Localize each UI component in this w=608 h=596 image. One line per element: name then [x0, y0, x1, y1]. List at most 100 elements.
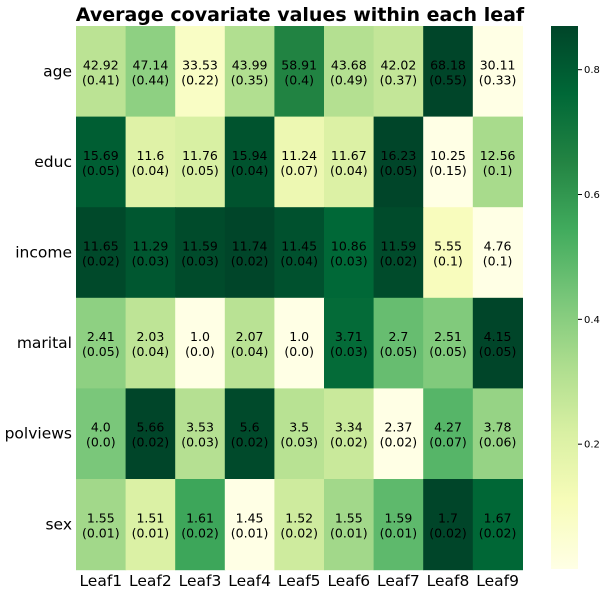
heatmap-cell [373, 297, 424, 389]
cell-value-label: 1.51 [136, 510, 164, 525]
column-label: Leaf4 [228, 572, 271, 590]
cell-value-label: 11.76 [182, 148, 218, 163]
cell-stderr-label: (0.03) [330, 254, 368, 269]
heatmap-cell [224, 297, 275, 389]
row-label: income [15, 244, 72, 262]
cell-value-label: 10.86 [331, 239, 367, 254]
heatmap-cell [175, 479, 226, 571]
cell-value-label: 11.24 [281, 148, 317, 163]
heatmap-cell [224, 116, 275, 208]
row-labels: age educ income marital polviews sex [5, 62, 72, 533]
heatmap-cell [423, 26, 474, 118]
heatmap-cell [274, 388, 325, 480]
cell-stderr-label: (0.05) [380, 163, 418, 178]
heatmap-cell [324, 207, 375, 299]
colorbar-ticks: 0.2 0.4 0.6 0.8 [578, 65, 600, 451]
cell-value-label: 12.56 [480, 148, 516, 163]
heatmap-cell [175, 116, 226, 208]
cell-stderr-label: (0.15) [429, 163, 467, 178]
heatmap-cell [373, 388, 424, 480]
heatmap-cell [472, 26, 523, 118]
cell-value-label: 15.69 [83, 148, 119, 163]
cell-stderr-label: (0.05) [82, 344, 120, 359]
heatmap-cell [472, 207, 523, 299]
heatmap-cell [76, 388, 127, 480]
cell-stderr-label: (0.1) [433, 254, 463, 269]
heatmap-cell [76, 26, 127, 118]
row-label: age [43, 62, 72, 80]
colorbar: 0.2 0.4 0.6 0.8 [551, 26, 600, 569]
cell-stderr-label: (0.1) [483, 254, 513, 269]
cell-stderr-label: (0.04) [330, 163, 368, 178]
column-label: Leaf6 [327, 572, 370, 590]
column-labels: Leaf1 Leaf2 Leaf3 Leaf4 Leaf5 Leaf6 Leaf7 Leaf8… [79, 572, 519, 590]
heatmap-cell [76, 479, 127, 571]
cell-stderr-label: (0.02) [82, 254, 120, 269]
heatmap-cell [423, 388, 474, 480]
cell-value-label: 3.78 [484, 420, 512, 435]
heatmap-cell [125, 479, 176, 571]
cell-stderr-label: (0.04) [231, 163, 269, 178]
cell-stderr-label: (0.1) [483, 163, 513, 178]
cell-stderr-label: (0.01) [132, 525, 170, 540]
heatmap-cell [472, 388, 523, 480]
heatmap-cell [324, 479, 375, 571]
cell-stderr-label: (0.41) [82, 72, 120, 87]
cell-stderr-label: (0.03) [280, 435, 318, 450]
colorbar-gradient [551, 26, 578, 569]
heatmap-cell [175, 297, 226, 389]
cell-stderr-label: (0.03) [132, 254, 170, 269]
cell-stderr-label: (0.03) [330, 344, 368, 359]
row-label: marital [17, 334, 72, 352]
cell-stderr-label: (0.02) [280, 525, 318, 540]
colorbar-tick-label: 0.2 [584, 440, 600, 451]
cell-stderr-label: (0.05) [181, 163, 219, 178]
cell-value-label: 43.68 [331, 57, 367, 72]
cell-stderr-label: (0.02) [181, 525, 219, 540]
cell-stderr-label: (0.49) [330, 72, 368, 87]
heatmap-cell [423, 116, 474, 208]
cell-value-label: 16.23 [381, 148, 417, 163]
cell-stderr-label: (0.33) [479, 72, 517, 87]
heatmap-cell [125, 116, 176, 208]
cell-stderr-label: (0.04) [132, 344, 170, 359]
cell-stderr-label: (0.04) [280, 254, 318, 269]
cell-value-label: 3.34 [335, 420, 363, 435]
cell-stderr-label: (0.0) [185, 344, 215, 359]
heatmap-cell [423, 479, 474, 571]
cell-stderr-label: (0.02) [479, 525, 517, 540]
cell-value-label: 5.55 [434, 239, 462, 254]
cell-value-label: 1.67 [484, 510, 512, 525]
cell-value-label: 11.6 [136, 148, 164, 163]
heatmap-cell [125, 297, 176, 389]
cell-value-label: 1.59 [384, 510, 412, 525]
cell-stderr-label: (0.44) [132, 72, 170, 87]
heatmap-cell [76, 297, 127, 389]
heatmap-cell [274, 26, 325, 118]
heatmap-cell [125, 388, 176, 480]
cell-value-label: 2.37 [384, 420, 412, 435]
heatmap-cell [274, 207, 325, 299]
cell-value-label: 43.99 [232, 57, 268, 72]
heatmap-cell [274, 479, 325, 571]
heatmap-cell [76, 207, 127, 299]
cell-value-label: 1.52 [285, 510, 313, 525]
cell-value-label: 11.45 [281, 239, 317, 254]
cell-stderr-label: (0.02) [429, 525, 467, 540]
heatmap-cell [373, 207, 424, 299]
cell-value-label: 1.0 [190, 329, 210, 344]
cell-value-label: 2.07 [236, 329, 264, 344]
column-label: Leaf3 [179, 572, 222, 590]
cell-value-label: 11.67 [331, 148, 367, 163]
cell-stderr-label: (0.06) [479, 435, 517, 450]
heatmap-cell [324, 388, 375, 480]
row-label: polviews [5, 425, 72, 443]
heatmap-cell [175, 207, 226, 299]
column-label: Leaf5 [278, 572, 321, 590]
heatmap-cell [373, 116, 424, 208]
cell-value-label: 4.0 [91, 420, 111, 435]
heatmap-cell-labels: 42.92(0.41)47.14(0.44)33.53(0.22)43.99(0… [82, 57, 516, 540]
heatmap-cell [125, 207, 176, 299]
cell-value-label: 1.55 [87, 510, 115, 525]
cell-stderr-label: (0.07) [280, 163, 318, 178]
